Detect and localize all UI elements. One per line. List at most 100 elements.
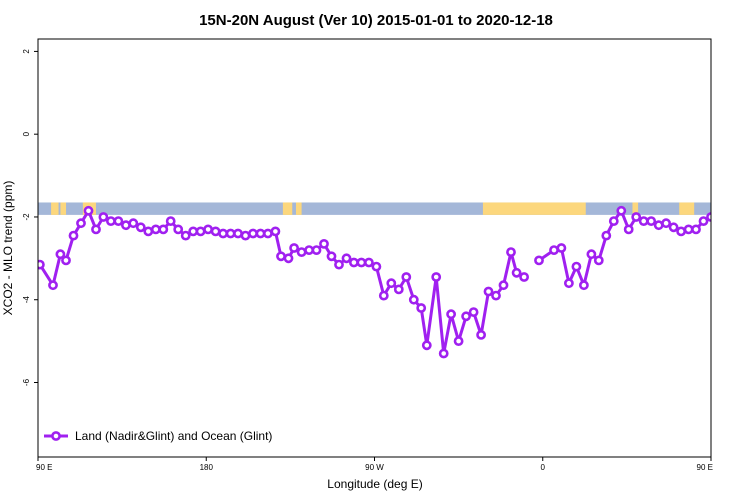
x-axis-title: Longitude (deg E)	[327, 477, 422, 491]
data-point	[98, 212, 109, 222]
data-point	[262, 228, 273, 239]
data-point	[691, 224, 701, 235]
data-point	[91, 224, 101, 235]
data-point	[416, 303, 427, 313]
x-tick-label: 90 E	[697, 463, 713, 472]
y-tick-label: 0	[22, 131, 31, 136]
data-point	[661, 218, 671, 229]
land-patch	[286, 202, 293, 215]
data-point	[638, 216, 649, 226]
data-point	[341, 253, 352, 264]
data-point	[476, 329, 486, 340]
data-point	[571, 261, 582, 272]
data-point	[668, 222, 679, 233]
data-point	[248, 228, 258, 239]
land-ocean-band	[38, 202, 750, 215]
ocean-band	[38, 202, 711, 215]
data-point	[579, 280, 589, 291]
data-point	[593, 255, 604, 266]
chart-title: 15N-20N August (Ver 10) 2015-01-01 to 20…	[199, 12, 553, 29]
data-point	[646, 216, 657, 226]
legend: Land (Nadir&Glint) and Ocean (Glint)	[44, 429, 272, 443]
data-point	[483, 286, 494, 297]
y-tick-label: -2	[22, 213, 31, 221]
data-point	[283, 253, 294, 264]
data-point	[276, 251, 286, 262]
plot-frame	[37, 38, 712, 458]
data-point	[55, 249, 66, 260]
data-point	[240, 230, 251, 241]
data-point	[506, 247, 516, 257]
data-point	[653, 220, 664, 231]
data-point	[438, 348, 449, 359]
data-point	[556, 243, 567, 253]
data-point	[128, 218, 139, 229]
data-point	[38, 259, 45, 270]
y-tick-label: 2	[22, 49, 31, 54]
data-point	[601, 230, 612, 241]
data-point	[68, 230, 79, 241]
land-patch	[295, 202, 302, 215]
land-patch	[282, 202, 289, 215]
legend-label: Land (Nadir&Glint) and Ocean (Glint)	[75, 429, 272, 443]
data-point	[498, 280, 509, 291]
data-point	[453, 336, 464, 346]
data-point	[218, 228, 228, 239]
data-point	[210, 226, 221, 237]
land-patch	[745, 202, 750, 214]
data-point	[76, 218, 86, 229]
y-axis: 2 0 -2 -4 -6	[22, 49, 38, 386]
data-point	[631, 212, 642, 222]
legend-marker	[51, 431, 61, 441]
data-point	[83, 205, 94, 216]
land-patch	[568, 202, 583, 215]
data-point	[616, 205, 627, 216]
land-patch	[632, 202, 639, 215]
data-point	[348, 257, 359, 268]
data-point	[586, 249, 597, 260]
data-point	[356, 257, 367, 268]
data-point	[150, 224, 161, 235]
data-point	[180, 230, 191, 241]
y-tick-label: -4	[22, 296, 31, 304]
data-point	[401, 272, 412, 282]
data-point	[386, 278, 397, 289]
data-point	[319, 238, 329, 249]
data-point	[564, 278, 574, 289]
data-point	[461, 311, 471, 322]
data-point	[296, 247, 307, 257]
data-point	[143, 226, 154, 237]
data-point	[363, 257, 374, 268]
data-point	[203, 224, 213, 235]
data-point	[270, 226, 281, 237]
data-point	[421, 340, 432, 351]
data-point	[106, 216, 116, 226]
data-point	[511, 267, 522, 278]
y-axis-title: XCO2 - MLO trend (ppm)	[1, 181, 15, 316]
data-point	[38, 263, 40, 270]
land-patch	[711, 202, 726, 214]
data-point	[334, 259, 344, 270]
data-point	[408, 294, 419, 305]
data-point	[698, 216, 709, 226]
data-point	[519, 272, 529, 282]
data-point	[311, 245, 322, 255]
data-point	[393, 284, 404, 295]
data-point	[48, 280, 58, 291]
land-patch	[51, 202, 59, 215]
data-point	[113, 216, 124, 226]
data-point	[371, 261, 382, 272]
data-point	[491, 290, 501, 301]
data-point	[289, 243, 299, 253]
data-point	[135, 222, 146, 233]
data-point	[468, 307, 479, 317]
data-point	[165, 216, 176, 226]
x-axis: 90 E 180 90 W 0 90 E	[36, 457, 713, 472]
data-point	[608, 216, 619, 226]
x-tick-label: 0	[541, 463, 546, 472]
data-point	[173, 224, 184, 235]
data-point	[446, 309, 456, 320]
data-point	[534, 255, 544, 266]
series-layer	[38, 205, 711, 359]
